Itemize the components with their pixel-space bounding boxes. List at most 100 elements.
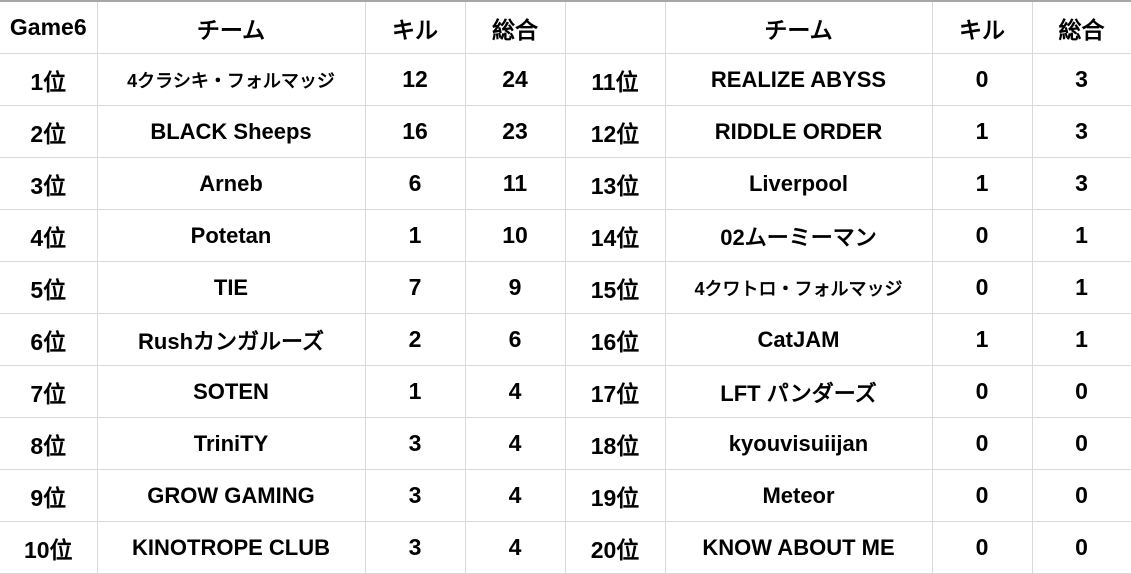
right-team-cell[interactable]: Meteor [664, 469, 933, 522]
left-total-cell[interactable]: 11 [464, 157, 566, 210]
right-total-cell[interactable]: 3 [1031, 105, 1131, 158]
left-kills-cell[interactable]: 12 [364, 53, 466, 106]
right-rank-cell[interactable]: 13位 [564, 157, 666, 210]
left-total-cell[interactable]: 6 [464, 313, 566, 366]
right-kills-cell[interactable]: 0 [931, 209, 1033, 262]
right-kills-cell[interactable]: 1 [931, 157, 1033, 210]
table-row: 4位 Potetan 1 10 14位 02ムーミーマン 0 1 [0, 209, 1131, 262]
right-total-cell[interactable]: 1 [1031, 209, 1131, 262]
left-kills-cell[interactable]: 7 [364, 261, 466, 314]
team-header-cell-2[interactable]: チーム [664, 0, 933, 54]
left-total-cell[interactable]: 4 [464, 469, 566, 522]
right-total-cell[interactable]: 3 [1031, 53, 1131, 106]
right-rank-cell[interactable]: 15位 [564, 261, 666, 314]
right-team-cell[interactable]: 4クワトロ・フォルマッジ [664, 261, 933, 314]
right-team-cell[interactable]: REALIZE ABYSS [664, 53, 933, 106]
table-row: 2位 BLACK Sheeps 16 23 12位 RIDDLE ORDER 1 3 [0, 105, 1131, 158]
left-total-cell[interactable]: 23 [464, 105, 566, 158]
right-team-cell[interactable]: LFT パンダーズ [664, 365, 933, 418]
right-kills-cell[interactable]: 1 [931, 313, 1033, 366]
right-team-cell[interactable]: 02ムーミーマン [664, 209, 933, 262]
left-team-cell[interactable]: KINOTROPE CLUB [96, 521, 366, 574]
team-header-cell[interactable]: チーム [96, 0, 366, 54]
left-total-cell[interactable]: 4 [464, 365, 566, 418]
left-team-cell[interactable]: 4クラシキ・フォルマッジ [96, 53, 366, 106]
right-rank-cell[interactable]: 19位 [564, 469, 666, 522]
right-rank-cell[interactable]: 11位 [564, 53, 666, 106]
game-label-cell[interactable]: Game6 [0, 0, 98, 54]
kill-header-cell[interactable]: キル [364, 0, 466, 54]
table-row: 3位 Arneb 6 11 13位 Liverpool 1 3 [0, 157, 1131, 210]
table-row: 8位 TriniTY 3 4 18位 kyouvisuiijan 0 0 [0, 417, 1131, 470]
table-row: 6位 Rushカンガルーズ 2 6 16位 CatJAM 1 1 [0, 313, 1131, 366]
right-team-cell[interactable]: CatJAM [664, 313, 933, 366]
blank-header-cell[interactable] [564, 0, 666, 54]
right-total-cell[interactable]: 3 [1031, 157, 1131, 210]
right-rank-cell[interactable]: 18位 [564, 417, 666, 470]
left-total-cell[interactable]: 10 [464, 209, 566, 262]
table-row: 7位 SOTEN 1 4 17位 LFT パンダーズ 0 0 [0, 365, 1131, 418]
right-rank-cell[interactable]: 17位 [564, 365, 666, 418]
right-kills-cell[interactable]: 0 [931, 521, 1033, 574]
left-team-cell[interactable]: Potetan [96, 209, 366, 262]
left-rank-cell[interactable]: 8位 [0, 417, 98, 470]
left-team-cell[interactable]: Arneb [96, 157, 366, 210]
right-rank-cell[interactable]: 12位 [564, 105, 666, 158]
left-rank-cell[interactable]: 1位 [0, 53, 98, 106]
left-rank-cell[interactable]: 5位 [0, 261, 98, 314]
total-header-cell[interactable]: 総合 [464, 0, 566, 54]
right-rank-cell[interactable]: 16位 [564, 313, 666, 366]
left-kills-cell[interactable]: 3 [364, 469, 466, 522]
right-team-cell[interactable]: KNOW ABOUT ME [664, 521, 933, 574]
left-rank-cell[interactable]: 10位 [0, 521, 98, 574]
right-kills-cell[interactable]: 0 [931, 417, 1033, 470]
right-total-cell[interactable]: 0 [1031, 521, 1131, 574]
left-kills-cell[interactable]: 1 [364, 365, 466, 418]
left-kills-cell[interactable]: 1 [364, 209, 466, 262]
kill-header-cell-2[interactable]: キル [931, 0, 1033, 54]
table-row: 1位 4クラシキ・フォルマッジ 12 24 11位 REALIZE ABYSS 0 3 [0, 53, 1131, 106]
table-row: 9位 GROW GAMING 3 4 19位 Meteor 0 0 [0, 469, 1131, 522]
right-rank-cell[interactable]: 14位 [564, 209, 666, 262]
right-kills-cell[interactable]: 0 [931, 261, 1033, 314]
left-team-cell[interactable]: GROW GAMING [96, 469, 366, 522]
left-team-cell[interactable]: Rushカンガルーズ [96, 313, 366, 366]
left-kills-cell[interactable]: 3 [364, 417, 466, 470]
table-row: 5位 TIE 7 9 15位 4クワトロ・フォルマッジ 0 1 [0, 261, 1131, 314]
left-total-cell[interactable]: 4 [464, 521, 566, 574]
left-total-cell[interactable]: 4 [464, 417, 566, 470]
left-kills-cell[interactable]: 16 [364, 105, 466, 158]
right-rank-cell[interactable]: 20位 [564, 521, 666, 574]
left-total-cell[interactable]: 9 [464, 261, 566, 314]
right-team-cell[interactable]: Liverpool [664, 157, 933, 210]
right-total-cell[interactable]: 1 [1031, 313, 1131, 366]
table-row: 10位 KINOTROPE CLUB 3 4 20位 KNOW ABOUT ME 0 0 [0, 521, 1131, 574]
right-total-cell[interactable]: 0 [1031, 469, 1131, 522]
left-rank-cell[interactable]: 7位 [0, 365, 98, 418]
right-total-cell[interactable]: 0 [1031, 417, 1131, 470]
right-team-cell[interactable]: kyouvisuiijan [664, 417, 933, 470]
left-kills-cell[interactable]: 6 [364, 157, 466, 210]
left-team-cell[interactable]: BLACK Sheeps [96, 105, 366, 158]
right-total-cell[interactable]: 0 [1031, 365, 1131, 418]
left-rank-cell[interactable]: 9位 [0, 469, 98, 522]
right-kills-cell[interactable]: 0 [931, 53, 1033, 106]
right-kills-cell[interactable]: 0 [931, 469, 1033, 522]
left-total-cell[interactable]: 24 [464, 53, 566, 106]
left-rank-cell[interactable]: 2位 [0, 105, 98, 158]
left-kills-cell[interactable]: 2 [364, 313, 466, 366]
right-total-cell[interactable]: 1 [1031, 261, 1131, 314]
right-team-cell[interactable]: RIDDLE ORDER [664, 105, 933, 158]
left-kills-cell[interactable]: 3 [364, 521, 466, 574]
total-header-cell-2[interactable]: 総合 [1031, 0, 1131, 54]
left-team-cell[interactable]: SOTEN [96, 365, 366, 418]
left-rank-cell[interactable]: 6位 [0, 313, 98, 366]
right-kills-cell[interactable]: 1 [931, 105, 1033, 158]
left-team-cell[interactable]: TriniTY [96, 417, 366, 470]
right-kills-cell[interactable]: 0 [931, 365, 1033, 418]
left-rank-cell[interactable]: 3位 [0, 157, 98, 210]
left-rank-cell[interactable]: 4位 [0, 209, 98, 262]
left-team-cell[interactable]: TIE [96, 261, 366, 314]
header-row: Game6 チーム キル 総合 チーム キル 総合 [0, 0, 1131, 54]
